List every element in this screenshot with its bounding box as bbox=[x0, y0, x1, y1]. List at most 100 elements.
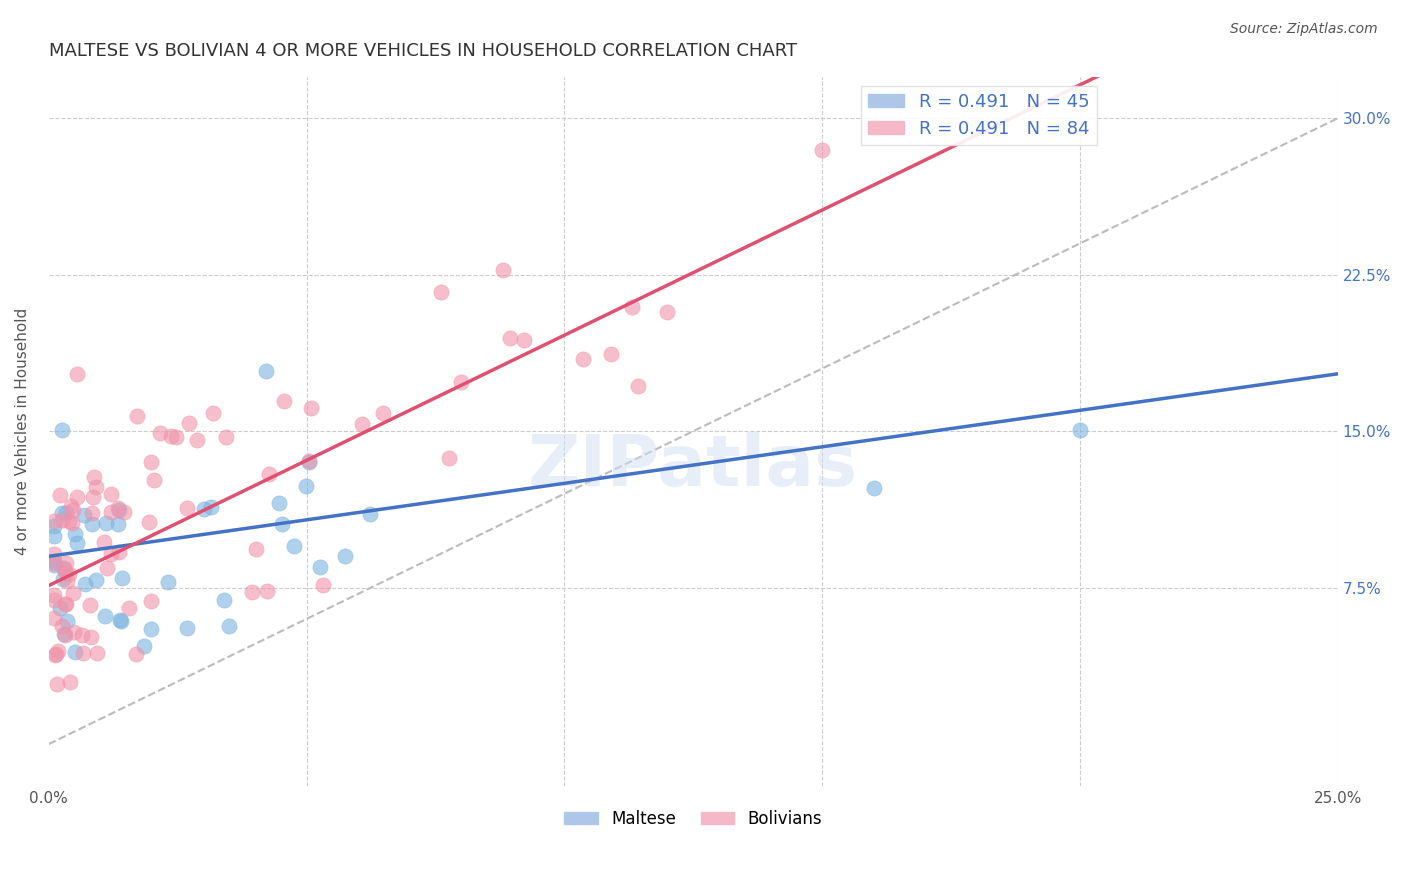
Point bbox=[186, 433, 208, 447]
Point bbox=[42, 593, 65, 607]
Point bbox=[53, 627, 76, 641]
Point bbox=[53, 597, 76, 611]
Point bbox=[259, 467, 281, 481]
Text: Source: ZipAtlas.com: Source: ZipAtlas.com bbox=[1230, 22, 1378, 37]
Point bbox=[371, 406, 394, 420]
Point bbox=[58, 514, 80, 528]
Point bbox=[165, 430, 187, 444]
Point bbox=[42, 529, 65, 543]
Point bbox=[359, 507, 381, 521]
Point bbox=[298, 455, 321, 469]
Point bbox=[350, 417, 373, 431]
Point bbox=[42, 558, 65, 572]
Point bbox=[96, 516, 118, 530]
Point bbox=[53, 628, 76, 642]
Point bbox=[437, 451, 460, 466]
Point bbox=[42, 611, 65, 625]
Point bbox=[62, 586, 84, 600]
Point bbox=[86, 646, 108, 660]
Point bbox=[42, 518, 65, 533]
Point bbox=[212, 593, 235, 607]
Point bbox=[82, 517, 104, 532]
Point bbox=[83, 470, 105, 484]
Point bbox=[138, 515, 160, 529]
Point bbox=[42, 556, 65, 570]
Point bbox=[93, 609, 115, 624]
Point bbox=[1069, 423, 1091, 437]
Point bbox=[42, 515, 65, 529]
Point bbox=[51, 506, 73, 520]
Point bbox=[42, 554, 65, 568]
Point bbox=[159, 429, 181, 443]
Point bbox=[811, 143, 834, 157]
Point bbox=[65, 645, 87, 659]
Point bbox=[52, 572, 75, 586]
Point bbox=[84, 573, 107, 587]
Point bbox=[62, 503, 84, 517]
Point bbox=[100, 547, 122, 561]
Point bbox=[110, 614, 132, 628]
Point bbox=[176, 500, 198, 515]
Point bbox=[599, 347, 621, 361]
Point bbox=[80, 506, 103, 520]
Point bbox=[107, 501, 129, 516]
Point bbox=[430, 285, 453, 300]
Point bbox=[66, 490, 89, 504]
Point bbox=[156, 574, 179, 589]
Point bbox=[267, 496, 290, 510]
Point bbox=[100, 487, 122, 501]
Point bbox=[571, 351, 593, 366]
Point bbox=[100, 505, 122, 519]
Point bbox=[254, 363, 277, 377]
Point bbox=[96, 561, 118, 575]
Point bbox=[48, 643, 70, 657]
Text: MALTESE VS BOLIVIAN 4 OR MORE VEHICLES IN HOUSEHOLD CORRELATION CHART: MALTESE VS BOLIVIAN 4 OR MORE VEHICLES I… bbox=[49, 42, 797, 60]
Point bbox=[73, 577, 96, 591]
Point bbox=[627, 378, 650, 392]
Point bbox=[51, 618, 73, 632]
Point bbox=[215, 430, 238, 444]
Point bbox=[193, 502, 215, 516]
Point bbox=[84, 480, 107, 494]
Point bbox=[59, 499, 82, 513]
Point bbox=[513, 333, 536, 347]
Point bbox=[51, 512, 73, 526]
Point bbox=[862, 481, 884, 495]
Point bbox=[299, 401, 322, 416]
Legend: Maltese, Bolivians: Maltese, Bolivians bbox=[558, 803, 828, 834]
Point bbox=[450, 375, 472, 389]
Point bbox=[245, 542, 267, 557]
Point bbox=[82, 491, 104, 505]
Point bbox=[66, 368, 89, 382]
Point bbox=[53, 562, 76, 576]
Point bbox=[201, 406, 224, 420]
Point bbox=[42, 588, 65, 602]
Point bbox=[125, 648, 148, 662]
Point bbox=[112, 505, 135, 519]
Point bbox=[492, 263, 515, 277]
Point bbox=[143, 473, 166, 487]
Point bbox=[42, 547, 65, 561]
Point bbox=[66, 536, 89, 550]
Text: ZIPatlas: ZIPatlas bbox=[529, 432, 858, 501]
Point bbox=[55, 598, 77, 612]
Point bbox=[333, 549, 356, 563]
Point bbox=[56, 614, 79, 628]
Point bbox=[107, 516, 129, 531]
Point bbox=[297, 454, 319, 468]
Point bbox=[108, 613, 131, 627]
Point bbox=[58, 567, 80, 582]
Point bbox=[45, 677, 67, 691]
Point bbox=[51, 424, 73, 438]
Point bbox=[270, 516, 292, 531]
Point bbox=[79, 598, 101, 612]
Point bbox=[65, 527, 87, 541]
Point bbox=[63, 624, 86, 639]
Point bbox=[621, 300, 644, 314]
Point bbox=[62, 516, 84, 530]
Point bbox=[657, 304, 679, 318]
Point bbox=[118, 600, 141, 615]
Point bbox=[177, 416, 200, 430]
Point bbox=[283, 539, 305, 553]
Point bbox=[149, 425, 172, 440]
